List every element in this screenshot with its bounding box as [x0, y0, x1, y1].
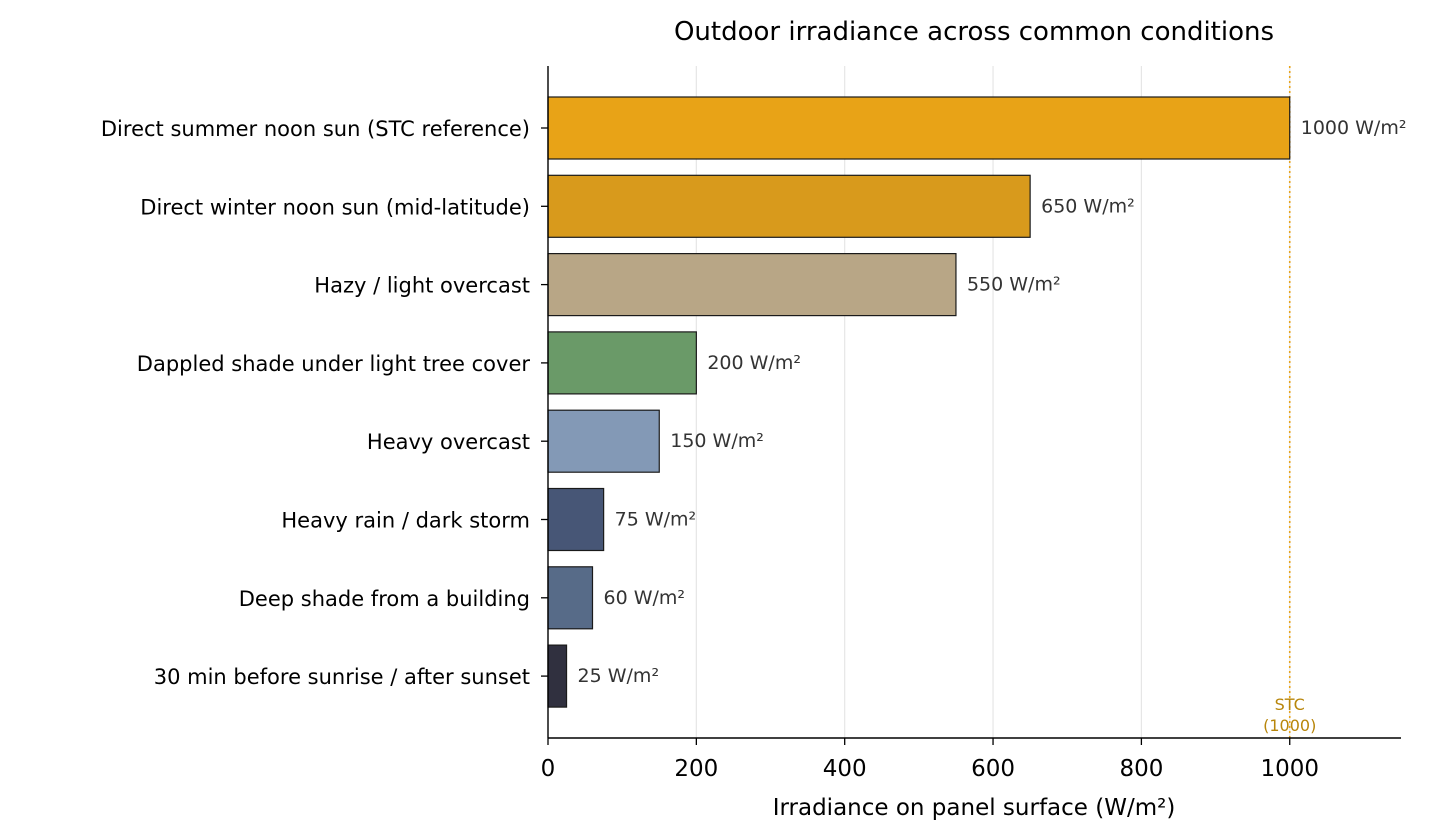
category-label: Direct summer noon sun (STC reference): [101, 117, 530, 141]
category-label: 30 min before sunrise / after sunset: [154, 665, 530, 689]
bar-4: [547, 409, 660, 473]
category-label: Direct winter noon sun (mid-latitude): [140, 195, 530, 219]
bar-5: [547, 487, 605, 552]
bar-0: [547, 96, 1291, 160]
bar-7: [547, 644, 568, 708]
bar-3: [547, 331, 697, 395]
data-label: 550 W/m²: [967, 274, 1061, 296]
x-axis-label: Irradiance on panel surface (W/m²): [773, 795, 1176, 821]
bar-2: [547, 253, 957, 317]
x-tick-label: 1000: [1260, 756, 1319, 782]
x-tick-label: 800: [1119, 756, 1163, 782]
chart-title: Outdoor irradiance across common conditi…: [674, 17, 1274, 47]
category-label: Dappled shade under light tree cover: [137, 352, 531, 376]
data-labels: 1000 W/m² 650 W/m² 550 W/m² 200 W/m² 150 W/m…: [578, 117, 1407, 687]
category-label: Heavy overcast: [367, 430, 530, 454]
reference-label-line2: (1000): [1263, 716, 1316, 735]
reference-line-group: STC (1000): [1263, 66, 1316, 738]
data-label: 60 W/m²: [604, 587, 686, 609]
data-label: 650 W/m²: [1041, 195, 1135, 217]
reference-label-line1: STC: [1275, 695, 1305, 714]
bars: [547, 96, 1291, 708]
bar-1: [547, 174, 1031, 238]
data-label: 200 W/m²: [707, 352, 801, 374]
axes: 0 200 400 600 800 1000: [541, 66, 1401, 782]
x-tick-label: 0: [541, 756, 556, 782]
x-tick-label: 200: [674, 756, 718, 782]
grid-lines: [695, 66, 1291, 738]
x-tick-label: 600: [971, 756, 1015, 782]
bar-6: [547, 566, 594, 630]
x-tick-label: 400: [823, 756, 867, 782]
data-label: 150 W/m²: [670, 430, 764, 452]
category-labels: Direct summer noon sun (STC reference) Di…: [101, 117, 530, 689]
category-label: Hazy / light overcast: [314, 274, 530, 298]
data-label: 75 W/m²: [615, 509, 697, 531]
category-label: Heavy rain / dark storm: [281, 509, 530, 533]
category-label: Deep shade from a building: [239, 587, 530, 611]
data-label: 25 W/m²: [578, 665, 660, 687]
data-label: 1000 W/m²: [1301, 117, 1407, 139]
